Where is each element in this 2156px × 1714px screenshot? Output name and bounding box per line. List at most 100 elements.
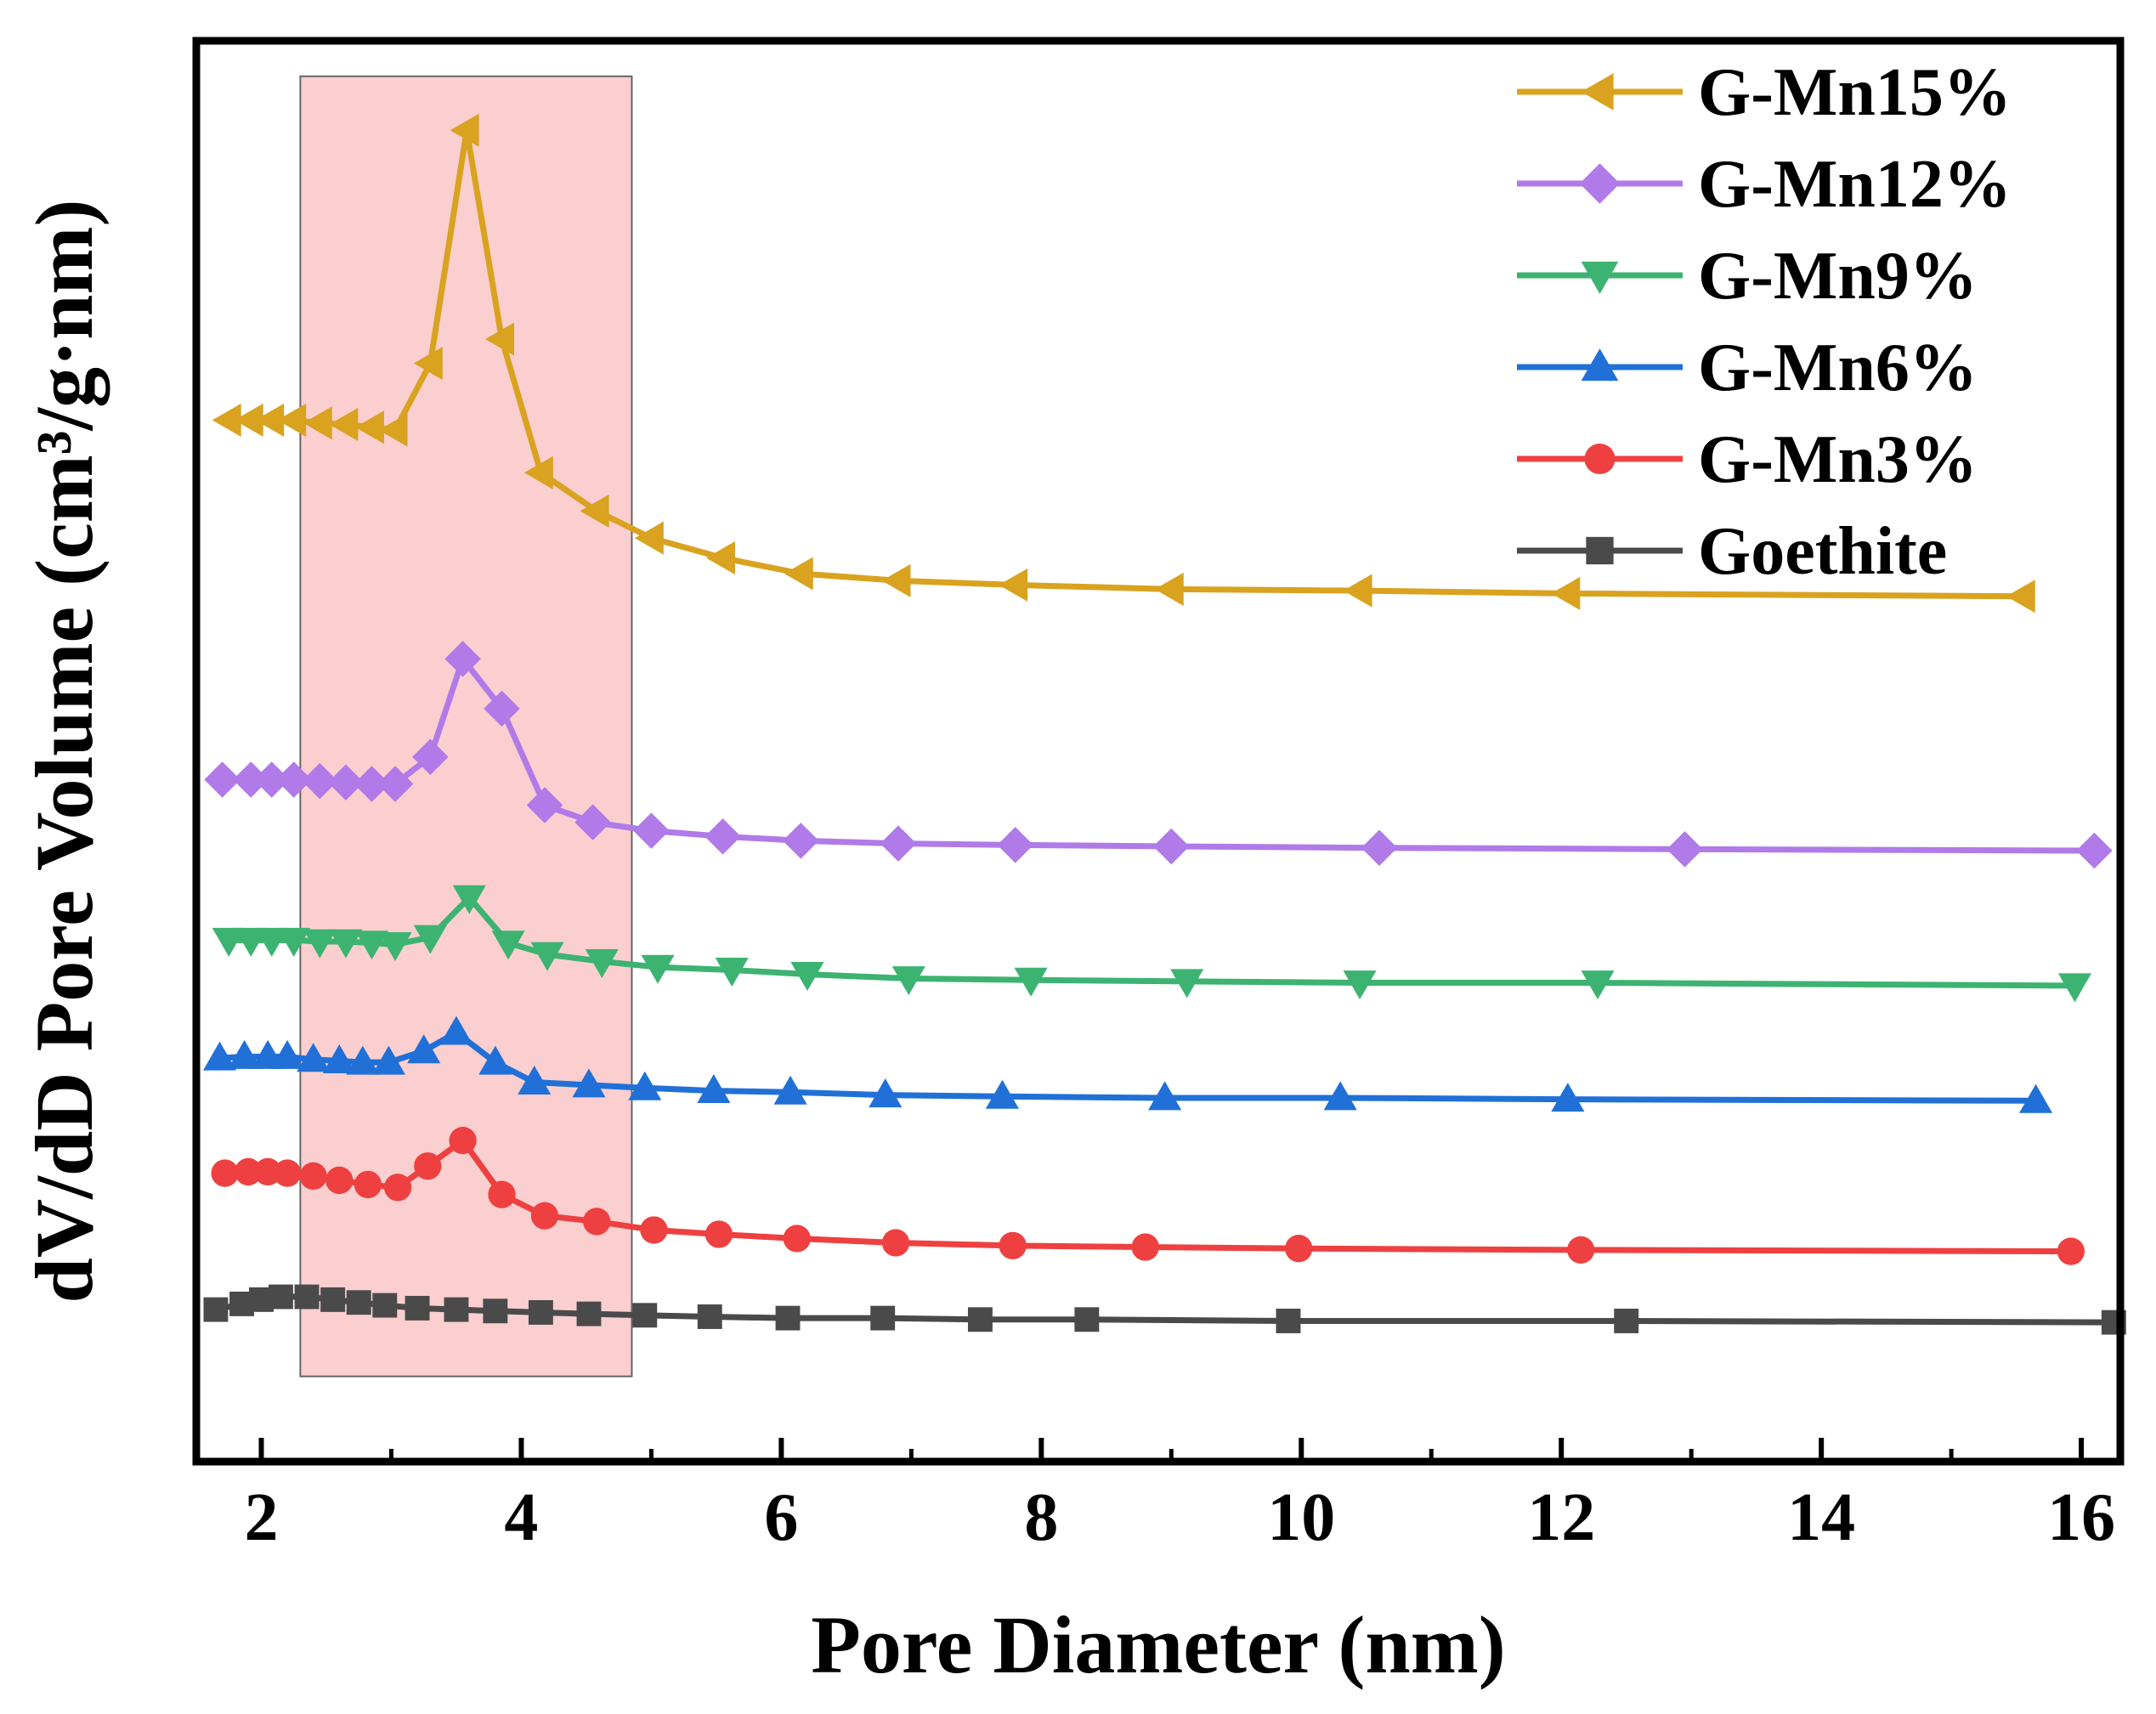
data-point-g-mn6pct <box>439 1015 473 1045</box>
data-point-g-mn15pct <box>2006 580 2035 614</box>
data-point-goethite <box>1276 1309 1301 1333</box>
data-point-g-mn6pct <box>297 1043 331 1072</box>
data-point-g-mn15pct <box>413 346 443 381</box>
data-point-g-mn3pct <box>530 1202 559 1230</box>
data-point-g-mn12pct <box>1667 831 1703 868</box>
data-point-g-mn15pct <box>329 407 359 441</box>
data-point-g-mn3pct <box>488 1180 516 1208</box>
data-point-g-mn12pct <box>204 761 240 798</box>
legend-entry-g-mn6pct: G-Mn6% <box>1517 331 1978 405</box>
legend-entry-g-mn15pct: G-Mn15% <box>1517 55 2012 130</box>
data-point-g-mn6pct <box>773 1075 807 1105</box>
legend-label-g-mn6pct: G-Mn6% <box>1698 331 1978 405</box>
data-point-g-mn9pct <box>1343 970 1377 1000</box>
legend-marker-g-mn3pct <box>1584 443 1616 475</box>
data-point-g-mn9pct <box>585 949 619 979</box>
legend-entry-g-mn9pct: G-Mn9% <box>1517 239 1978 314</box>
data-point-g-mn15pct <box>234 403 263 437</box>
data-point-goethite <box>775 1305 801 1331</box>
data-point-g-mn6pct <box>202 1041 237 1071</box>
data-point-g-mn9pct <box>329 929 363 959</box>
data-point-g-mn3pct <box>253 1157 282 1186</box>
data-point-g-mn3pct <box>640 1216 668 1244</box>
data-point-goethite <box>1074 1307 1100 1332</box>
data-point-g-mn3pct <box>325 1166 354 1195</box>
data-point-g-mn6pct <box>346 1045 380 1075</box>
data-point-g-mn12pct <box>1361 829 1398 866</box>
data-point-g-mn3pct <box>881 1229 910 1257</box>
data-point-goethite <box>528 1299 553 1325</box>
series-goethite <box>203 1284 2126 1335</box>
data-point-g-mn15pct <box>999 568 1028 602</box>
series-g-mn9pct <box>212 885 2092 1003</box>
legend-entry-goethite: Goethite <box>1517 514 1947 589</box>
data-point-g-mn3pct <box>2057 1237 2085 1265</box>
data-point-goethite <box>346 1290 371 1315</box>
data-point-g-mn12pct <box>2076 832 2113 869</box>
x-tick-label: 4 <box>504 1480 538 1555</box>
data-point-g-mn15pct <box>255 403 285 437</box>
x-tick-label: 16 <box>2047 1480 2115 1555</box>
data-point-g-mn3pct <box>449 1126 477 1155</box>
data-point-g-mn9pct <box>491 931 525 960</box>
data-point-g-mn6pct <box>2019 1083 2053 1113</box>
series-line-g-mn6pct <box>219 1029 2036 1104</box>
data-point-g-mn12pct <box>302 762 338 800</box>
data-point-goethite <box>320 1287 346 1312</box>
data-point-g-mn12pct <box>275 761 312 798</box>
x-axis-title: Pore Diameter (nm) <box>811 1599 1505 1690</box>
legend-label-g-mn3pct: G-Mn3% <box>1698 422 1978 497</box>
data-point-g-mn9pct <box>1581 970 1615 1000</box>
data-point-g-mn15pct <box>450 113 479 147</box>
legend-marker-g-mn6pct <box>1581 348 1619 382</box>
data-point-g-mn3pct <box>414 1152 442 1180</box>
data-point-g-mn15pct <box>784 557 813 591</box>
x-tick-label: 10 <box>1267 1480 1335 1555</box>
data-point-g-mn12pct <box>354 766 390 802</box>
legend-label-g-mn9pct: G-Mn9% <box>1698 239 1978 314</box>
data-point-g-mn3pct <box>211 1159 239 1187</box>
series-g-mn12pct <box>204 641 2113 869</box>
data-point-goethite <box>967 1307 993 1332</box>
data-point-g-mn9pct <box>530 942 564 971</box>
series-line-goethite <box>215 1293 2114 1326</box>
data-point-g-mn9pct <box>212 927 246 957</box>
data-point-goethite <box>405 1295 430 1321</box>
data-point-g-mn9pct <box>255 927 289 957</box>
data-point-g-mn9pct <box>303 929 337 959</box>
y-axis-title: dV/dD Pore Volume (cm³/g·nm) <box>19 200 110 1304</box>
x-tick-label: 12 <box>1527 1480 1595 1555</box>
data-point-g-mn9pct <box>413 925 447 954</box>
data-point-g-mn12pct <box>783 823 819 859</box>
legend: G-Mn15% G-Mn12% G-Mn9% G-Mn6% G-Mn3% Goethite <box>1517 55 2012 589</box>
data-point-g-mn3pct <box>273 1159 302 1187</box>
data-point-g-mn15pct <box>354 410 384 444</box>
data-point-g-mn15pct <box>212 403 241 437</box>
data-point-goethite <box>372 1293 398 1318</box>
data-point-g-mn3pct <box>1285 1235 1313 1263</box>
x-tick-label: 2 <box>244 1480 278 1555</box>
data-point-g-mn15pct <box>1343 574 1372 608</box>
data-point-g-mn9pct <box>715 958 749 987</box>
data-point-goethite <box>294 1284 320 1310</box>
data-point-g-mn6pct <box>572 1068 606 1098</box>
data-point-g-mn3pct <box>299 1162 327 1191</box>
data-point-g-mn12pct <box>232 761 269 798</box>
highlight-region-layer <box>299 75 633 1377</box>
data-point-g-mn9pct <box>234 927 268 957</box>
data-point-g-mn15pct <box>523 455 553 489</box>
data-point-goethite <box>268 1284 293 1310</box>
data-point-g-mn6pct <box>322 1044 356 1073</box>
data-point-g-mn6pct <box>407 1034 441 1064</box>
data-point-g-mn12pct <box>574 804 611 840</box>
legend-label-g-mn12pct: G-Mn12% <box>1698 147 2012 222</box>
data-point-g-mn3pct <box>583 1208 611 1236</box>
data-point-g-mn15pct <box>303 406 332 440</box>
data-point-g-mn12pct <box>412 738 449 775</box>
legend-label-g-mn15pct: G-Mn15% <box>1698 55 2012 130</box>
series-layer <box>202 113 2126 1335</box>
data-point-g-mn9pct <box>1014 967 1048 997</box>
legend-marker-g-mn15pct <box>1581 73 1614 110</box>
data-point-g-mn15pct <box>1154 572 1184 606</box>
